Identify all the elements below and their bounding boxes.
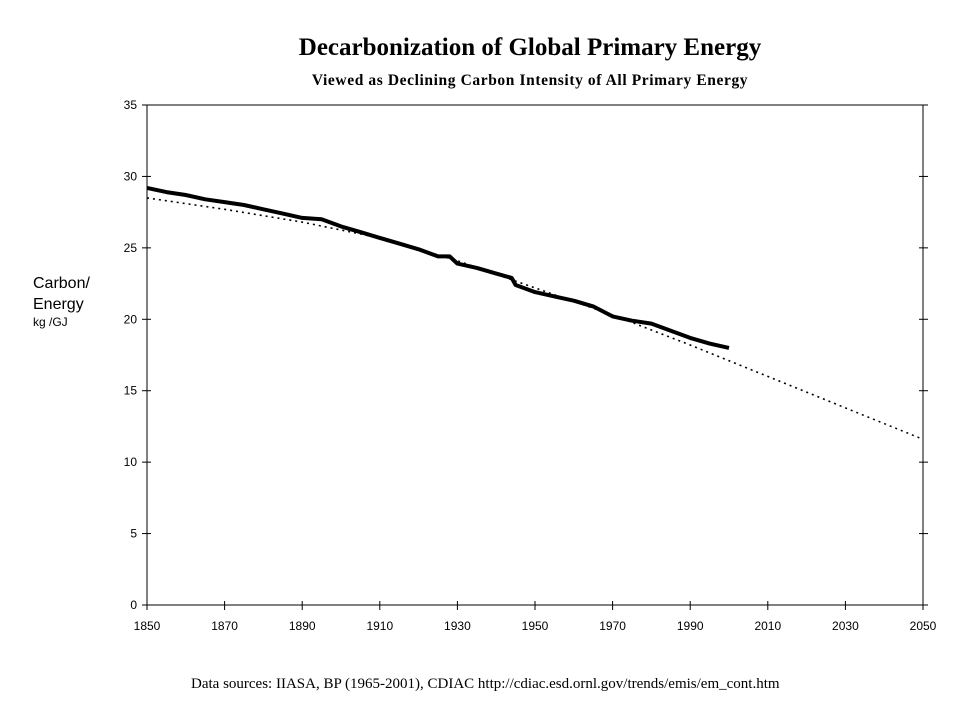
chart-title: Decarbonization of Global Primary Energy [298, 34, 762, 61]
x-tick-label: 1910 [366, 619, 393, 633]
data-source-note: Data sources: IIASA, BP (1965-2001), CDI… [191, 676, 780, 692]
carbon-intensity-line [146, 185, 730, 350]
x-tick-label: 1870 [211, 619, 238, 633]
trend-line-dotted [146, 197, 924, 441]
y-tick-label: 25 [124, 241, 138, 255]
x-tick-label: 1970 [599, 619, 626, 633]
y-tick-label: 15 [124, 384, 138, 398]
y-axis-unit: kg /GJ [33, 315, 68, 329]
chart-subtitle: Viewed as Declining Carbon Intensity of … [311, 72, 749, 89]
y-axis-label-line1: Carbon/ [33, 275, 90, 292]
y-axis-label: Carbon/ Energy kg /GJ [33, 273, 90, 329]
x-tick-label: 1990 [677, 619, 704, 633]
x-tick-label: 2050 [910, 619, 937, 633]
x-tick-label: 1850 [134, 619, 161, 633]
x-tick-label: 1930 [444, 619, 471, 633]
y-tick-label: 35 [124, 98, 138, 112]
y-tick-label: 5 [130, 527, 137, 541]
x-tick-label: 2030 [832, 619, 859, 633]
x-tick-label: 2010 [754, 619, 781, 633]
y-axis-label-line2: Energy [33, 296, 84, 313]
x-tick-label: 1950 [522, 619, 549, 633]
y-tick-label: 0 [130, 598, 137, 612]
y-tick-label: 10 [124, 455, 138, 469]
x-tick-label: 1890 [289, 619, 316, 633]
y-tick-label: 20 [124, 312, 138, 326]
y-tick-label: 30 [124, 169, 138, 183]
plot-frame [146, 104, 924, 606]
